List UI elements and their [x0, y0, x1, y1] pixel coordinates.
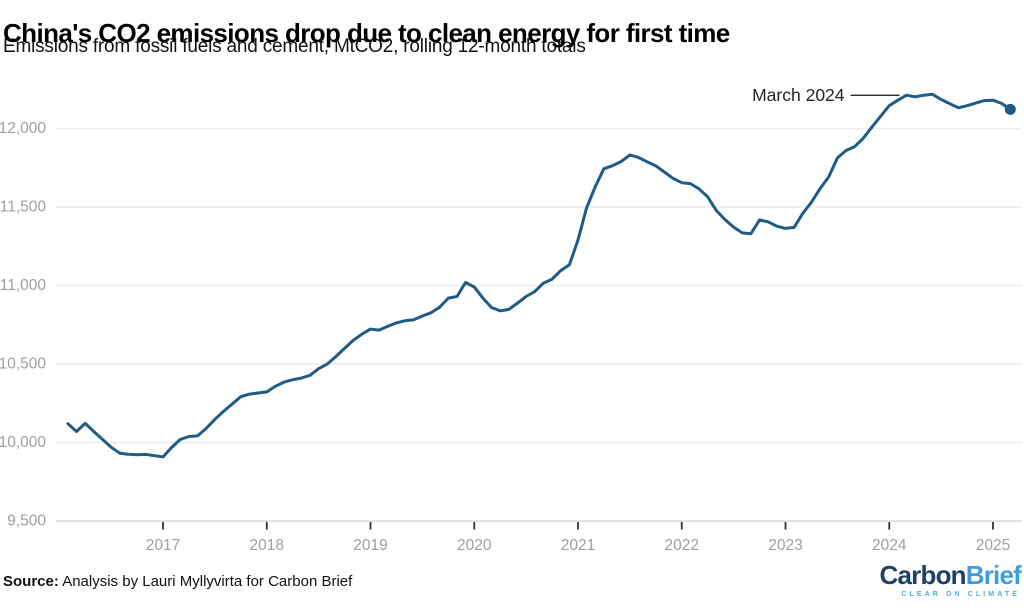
emissions-line	[66, 92, 1012, 459]
x-axis-label: 2021	[561, 537, 595, 554]
logo-tagline: CLEAR ON CLIMATE	[901, 591, 1020, 598]
carbonbrief-logo: CarbonBrief CLEAR ON CLIMATE	[879, 560, 1022, 598]
x-axis-label: 2020	[457, 537, 492, 554]
x-axis-label: 2022	[665, 537, 699, 554]
logo-carbon-text: Carbon	[879, 560, 967, 590]
y-axis-label: 12,000	[0, 120, 46, 137]
x-axis-label: 2024	[872, 537, 907, 554]
x-axis-label: 2017	[146, 537, 180, 554]
x-axis-label: 2018	[250, 537, 284, 554]
carbonbrief-wordmark: CarbonBrief	[879, 560, 1022, 590]
y-axis-label: 11,500	[0, 199, 46, 216]
source-line: Source: Analysis by Lauri Myllyvirta for…	[3, 573, 352, 590]
page-subtitle: Emissions from fossil fuels and cement, …	[3, 36, 586, 57]
page-title: China's CO2 emissions drop due to clean …	[3, 18, 730, 49]
annotation-label: March 2024	[752, 85, 845, 105]
y-axis-label: 11,000	[0, 277, 46, 294]
x-axis-label: 2025	[976, 537, 1010, 554]
y-axis-label: 10,500	[0, 356, 46, 373]
x-axis-label: 2019	[353, 537, 387, 554]
source-text: Analysis by Lauri Myllyvirta for Carbon …	[58, 573, 353, 590]
logo-brief-text: Brief	[965, 560, 1022, 590]
source-label: Source:	[3, 573, 59, 590]
x-axis-label: 2023	[768, 537, 802, 554]
latest-point-dot	[1004, 103, 1016, 115]
y-axis-label: 10,000	[0, 434, 46, 451]
y-axis-label: 9,500	[7, 513, 46, 530]
